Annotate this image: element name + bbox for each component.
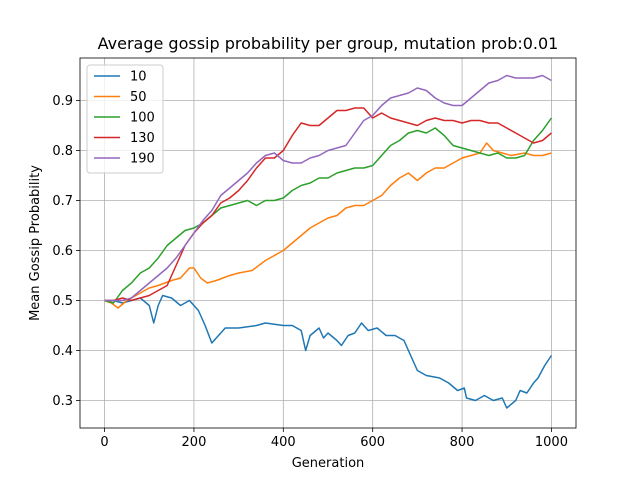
legend-label-190: 190 [130,152,155,167]
y-tick-label: 0.7 [52,194,73,209]
x-tick-label: 1000 [535,435,568,450]
x-tick-label: 600 [360,435,385,450]
series-line-50 [104,142,552,309]
legend-label-130: 130 [130,131,155,146]
x-tick-label: 800 [450,435,475,450]
x-tick-label: 200 [182,435,207,450]
legend: 10 50 100 130 190 [86,64,164,174]
y-tick-label: 0.3 [52,394,73,409]
x-tick-label: 400 [271,435,296,450]
legend-label-50: 50 [130,90,147,105]
tick-layer: 0 200 400 600 800 1000 0.3 0.4 0.5 0.6 0.7 0.8 0.9 [52,94,568,450]
x-axis-label: Generation [292,456,365,471]
grid-layer [80,58,576,428]
series-layer [104,74,553,409]
chart-title: Average gossip probability per group, mu… [98,34,559,53]
legend-box [86,64,164,174]
x-tick-label: 0 [100,435,108,450]
y-tick-label: 0.9 [52,94,73,109]
legend-label-100: 100 [130,111,155,126]
plot-frame [79,57,577,429]
y-tick-label: 0.4 [52,344,73,359]
series-line-10 [104,294,553,409]
y-tick-label: 0.8 [52,144,73,159]
legend-label-10: 10 [130,70,147,85]
y-axis-label: Mean Gossip Probability [28,165,43,321]
series-line-130 [104,107,552,302]
series-line-100 [104,117,553,304]
y-tick-label: 0.5 [52,294,73,309]
y-tick-label: 0.6 [52,244,73,259]
series-line-190 [104,74,552,302]
